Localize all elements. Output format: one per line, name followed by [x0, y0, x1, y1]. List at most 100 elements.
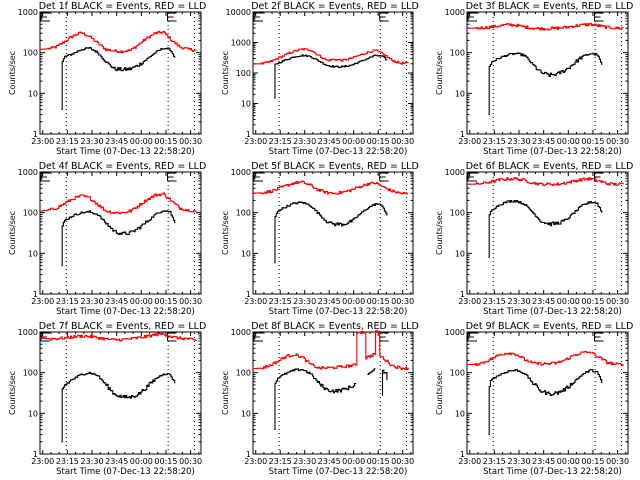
y-tick-label: 10 — [28, 409, 38, 418]
x-tick-label: 00:00 — [130, 297, 153, 306]
plot-frame — [466, 11, 629, 135]
x-axis-label: Start Time (07-Dec-13 22:58:20) — [483, 147, 622, 157]
eclipse-marker — [253, 172, 263, 182]
y-tick-label: 10 — [241, 249, 251, 258]
x-tick-label: 00:00 — [342, 137, 365, 146]
eclipse-marker — [467, 12, 477, 22]
eclipse-marker — [594, 332, 604, 342]
x-tick-label: 23:30 — [80, 457, 103, 466]
y-tick-label: 1000 — [18, 168, 38, 177]
series-lld-line — [253, 330, 409, 370]
y-tick-label: 1 — [246, 290, 251, 299]
y-tick-label: 100 — [450, 369, 465, 378]
x-tick-label: 23:00 — [458, 137, 481, 146]
y-axis-label: Counts/sec — [435, 51, 444, 95]
eclipse-marker — [379, 332, 389, 342]
x-axis-label: Start Time (07-Dec-13 22:58:20) — [269, 467, 408, 477]
x-tick-label: 23:30 — [507, 297, 530, 306]
x-tick-label: 00:00 — [130, 137, 153, 146]
y-tick-label: 100 — [236, 209, 251, 218]
eclipse-marker — [467, 172, 477, 182]
y-tick-label: 1 — [460, 450, 465, 459]
x-tick-label: 23:00 — [31, 457, 54, 466]
y-tick-label: 10 — [455, 409, 465, 418]
x-tick-label: 00:30 — [606, 297, 629, 306]
x-tick-label: 00:15 — [581, 457, 604, 466]
y-tick-label: 1000 — [445, 328, 465, 337]
y-tick-label: 1000 — [445, 8, 465, 17]
x-tick-label: 00:15 — [581, 297, 604, 306]
eclipse-marker — [253, 332, 263, 342]
series-events-line — [367, 368, 376, 376]
y-tick-label: 100 — [23, 369, 38, 378]
y-tick-label: 1 — [33, 450, 38, 459]
y-tick-label: 100 — [450, 209, 465, 218]
y-axis-label: Counts/sec — [221, 51, 230, 95]
series-events-line — [61, 371, 176, 443]
y-tick-label: 1000 — [18, 328, 38, 337]
x-tick-label: 00:30 — [606, 137, 629, 146]
x-tick-label: 23:00 — [458, 457, 481, 466]
chart-title: Det 3f BLACK = Events, RED = LLD — [466, 1, 634, 12]
y-tick-label: 1 — [460, 130, 465, 139]
y-tick-label: 10 — [28, 249, 38, 258]
y-tick-label: 1000 — [18, 8, 38, 17]
y-axis-label: Counts/sec — [221, 371, 230, 415]
series-events-line — [61, 210, 176, 267]
series-events-line — [488, 368, 603, 436]
chart-panel-6: Det 6f BLACK = Events, RED = LLD 1 10 100 10… — [435, 161, 633, 317]
eclipse-marker — [379, 172, 389, 182]
eclipse-marker — [40, 172, 50, 182]
x-tick-label: 23:30 — [293, 457, 316, 466]
x-tick-label: 00:30 — [391, 297, 414, 306]
chart-panel-3: Det 3f BLACK = Events, RED = LLD 1 10 100 10… — [435, 1, 633, 157]
x-tick-label: 00:30 — [179, 457, 202, 466]
x-tick-label: 23:00 — [31, 137, 54, 146]
x-tick-label: 00:00 — [130, 457, 153, 466]
x-tick-label: 23:15 — [483, 137, 506, 146]
x-tick-label: 23:45 — [105, 137, 128, 146]
series-events-line — [488, 52, 603, 116]
chart-panel-4: Det 4f BLACK = Events, RED = LLD 1 10 100 10… — [8, 161, 206, 317]
x-tick-label: 23:30 — [293, 297, 316, 306]
chart-title: Det 8f BLACK = Events, RED = LLD — [251, 321, 419, 332]
x-axis-label: Start Time (07-Dec-13 22:58:20) — [269, 307, 408, 317]
y-tick-label: 1 — [246, 130, 251, 139]
x-tick-label: 23:30 — [293, 137, 316, 146]
eclipse-marker — [40, 12, 50, 22]
x-tick-label: 23:00 — [31, 297, 54, 306]
plot-frame — [39, 331, 202, 455]
y-axis-label: Counts/sec — [8, 371, 17, 415]
series-lld-line — [467, 177, 624, 187]
x-axis-label: Start Time (07-Dec-13 22:58:20) — [483, 467, 622, 477]
plot-frame — [466, 331, 629, 455]
chart-panel-8: Det 8f BLACK = Events, RED = LLD 1 10 100 10… — [221, 321, 419, 477]
y-tick-label: 10 — [455, 249, 465, 258]
x-tick-label: 23:00 — [244, 297, 267, 306]
x-axis-label: Start Time (07-Dec-13 22:58:20) — [483, 307, 622, 317]
series-events-line — [274, 368, 357, 431]
y-tick-label: 1000 — [231, 39, 251, 48]
y-tick-label: 1000 — [231, 328, 251, 337]
y-axis-label: Counts/sec — [8, 51, 17, 95]
x-tick-label: 00:00 — [557, 457, 580, 466]
chart-panel-5: Det 5f BLACK = Events, RED = LLD 1 10 100 10… — [221, 161, 419, 317]
x-tick-label: 23:45 — [318, 137, 341, 146]
x-tick-label: 23:45 — [105, 457, 128, 466]
chart-title: Det 9f BLACK = Events, RED = LLD — [466, 321, 634, 332]
chart-title: Det 7f BLACK = Events, RED = LLD — [39, 321, 207, 332]
x-tick-label: 00:15 — [367, 137, 390, 146]
x-tick-label: 00:30 — [391, 137, 414, 146]
series-lld-line — [467, 350, 624, 367]
x-tick-label: 23:15 — [483, 297, 506, 306]
x-tick-label: 23:00 — [244, 137, 267, 146]
y-tick-label: 100 — [450, 49, 465, 58]
x-tick-label: 00:30 — [179, 137, 202, 146]
x-tick-label: 23:15 — [56, 137, 79, 146]
y-tick-label: 10 — [28, 89, 38, 98]
y-axis-label: Counts/sec — [435, 211, 444, 255]
plot-frame — [252, 11, 414, 135]
x-axis-label: Start Time (07-Dec-13 22:58:20) — [269, 147, 408, 157]
x-tick-label: 00:15 — [154, 457, 177, 466]
y-axis-label: Counts/sec — [8, 211, 17, 255]
